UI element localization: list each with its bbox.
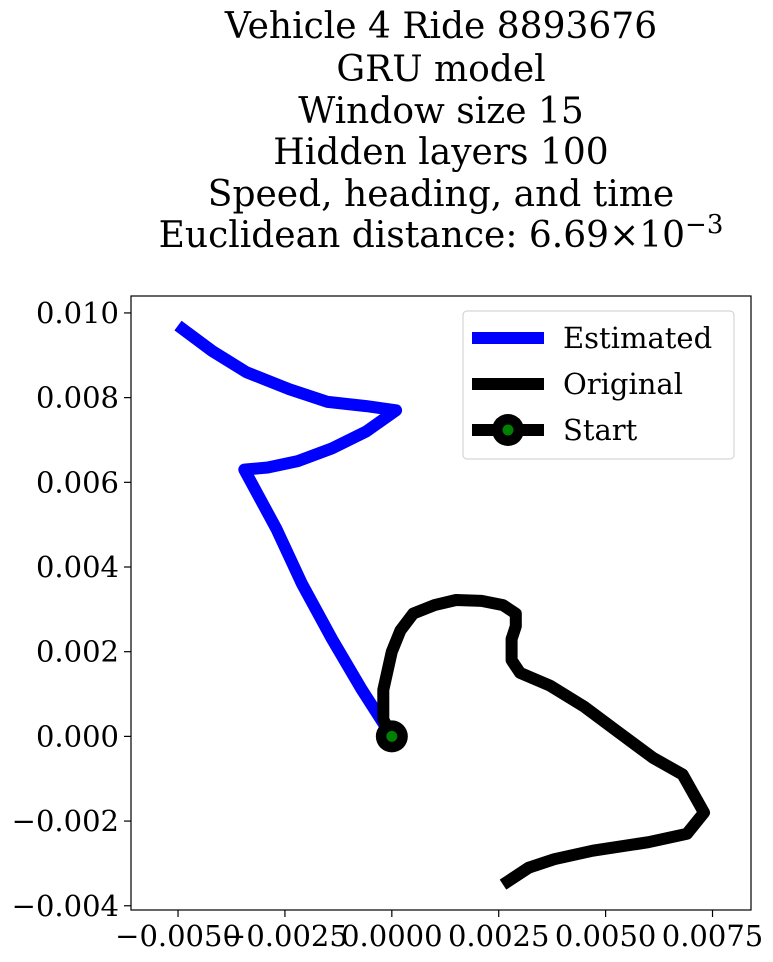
metric-label: Euclidean distance: 6.69: [159, 215, 609, 256]
x-tick-label: 0.0050: [555, 919, 656, 953]
y-tick-label: −0.004: [12, 889, 119, 923]
series-line-estimated: [174, 320, 403, 740]
y-tick-label: 0.010: [36, 296, 119, 330]
x-tick-label: −0.0050: [115, 919, 241, 953]
x-tick-label: −0.0025: [222, 919, 348, 953]
chart-metric-line: Euclidean distance: 6.69×10−3: [159, 210, 724, 256]
legend-label-estimated: Estimated: [563, 321, 712, 355]
legend-label-start: Start: [563, 413, 638, 447]
x-tick-label: 0.0000: [341, 919, 442, 953]
start-marker-inner: [386, 730, 398, 742]
legend-box: [462, 310, 735, 460]
metric-base: 10: [639, 215, 685, 256]
chart-title-line: GRU model: [336, 49, 545, 90]
y-tick-label: 0.004: [36, 550, 119, 584]
plot-area-frame: [130, 295, 752, 911]
y-tick-label: 0.002: [36, 635, 119, 669]
series-line-original: [377, 594, 710, 890]
x-tick-label: 0.0025: [448, 919, 549, 953]
series-group: [174, 320, 710, 890]
chart-title-line: Window size 15: [298, 91, 584, 132]
legend-start-marker-inner: [502, 424, 514, 436]
y-tick-label: −0.002: [12, 804, 119, 838]
metric-times: ×: [609, 215, 639, 256]
legend: Estimated Original Start: [462, 310, 735, 460]
y-tick-label: 0.006: [36, 465, 119, 499]
y-axis-ticks: −0.004 −0.002 0.000 0.002 0.004 0.006 0.008 0.0…: [12, 296, 131, 923]
chart-title-line: Speed, heading, and time: [208, 174, 674, 215]
chart-title-line: Hidden layers 100: [273, 132, 608, 173]
y-tick-label: 0.000: [36, 719, 119, 753]
chart-title-line: Vehicle 4 Ride 8893676: [224, 6, 657, 47]
x-tick-label: 0.0075: [662, 919, 763, 953]
legend-label-original: Original: [563, 367, 683, 401]
metric-exponent: −3: [685, 210, 723, 240]
y-tick-label: 0.008: [36, 381, 119, 415]
start-marker-group: [375, 720, 408, 753]
